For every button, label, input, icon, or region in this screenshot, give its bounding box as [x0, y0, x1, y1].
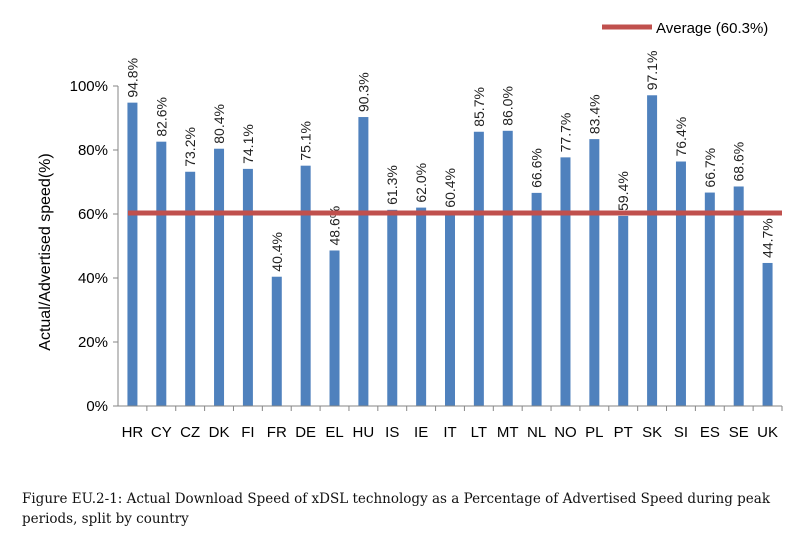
x-tick-label: DE — [295, 424, 316, 441]
x-tick-label: PT — [614, 424, 633, 441]
data-label: 40.4% — [269, 232, 285, 272]
legend: Average (60.3%) — [602, 20, 768, 37]
y-tick-label: 100% — [70, 78, 108, 95]
data-label: 80.4% — [211, 104, 227, 144]
x-tick-label: EL — [325, 424, 343, 441]
x-tick-label: SE — [729, 424, 749, 441]
x-tick-label: CY — [151, 424, 172, 441]
data-label: 66.7% — [702, 148, 718, 188]
legend-average-label: Average (60.3%) — [656, 20, 768, 37]
x-tick-label: IE — [414, 424, 428, 441]
y-tick-label: 20% — [78, 334, 108, 351]
bar — [531, 192, 542, 406]
y-tick-label: 40% — [78, 270, 108, 287]
x-tick-label: FI — [241, 424, 254, 441]
data-label: 90.3% — [355, 72, 371, 112]
bar — [156, 141, 167, 406]
bar — [242, 168, 253, 406]
bar — [762, 262, 773, 406]
data-label: 97.1% — [644, 51, 660, 91]
data-labels: 94.8% 82.6% 73.2% 80.4% 74.1% 40.4% 75.1% 48.6%… — [124, 51, 775, 272]
x-tick-label: IS — [385, 424, 399, 441]
x-tick-label: UK — [757, 424, 778, 441]
bar — [416, 207, 427, 406]
x-tick-label: ES — [700, 424, 720, 441]
data-label: 76.4% — [673, 117, 689, 157]
x-tick-label: NO — [554, 424, 577, 441]
bar — [675, 161, 686, 406]
bar — [502, 130, 513, 407]
bar — [214, 148, 225, 406]
data-label: 75.1% — [298, 121, 314, 161]
y-tick-label: 60% — [78, 206, 108, 223]
data-label: 86.0% — [500, 86, 516, 126]
data-label: 61.3% — [384, 165, 400, 205]
bar — [271, 276, 282, 406]
x-tick-label: SI — [674, 424, 688, 441]
bar — [473, 131, 484, 406]
bar — [185, 171, 196, 406]
x-tick-label: PL — [585, 424, 603, 441]
data-label: 94.8% — [124, 58, 140, 98]
x-tick-label: LT — [471, 424, 487, 441]
bar-chart: Average (60.3%) Actual/Advertised speed(… — [37, 20, 783, 441]
y-tick-label: 80% — [78, 142, 108, 159]
x-tick-label: FR — [267, 424, 287, 441]
x-tick-label: NL — [527, 424, 546, 441]
y-axis-title: Actual/Advertised speed(%) — [37, 153, 54, 350]
bar — [560, 157, 571, 406]
bar — [704, 192, 715, 406]
bar — [127, 102, 138, 406]
bar — [733, 186, 744, 406]
data-label: 73.2% — [182, 127, 198, 167]
data-label: 83.4% — [586, 94, 602, 134]
y-axis-ticks: 0% 20% 40% 60% 80% 100% — [70, 78, 118, 415]
x-tick-label: SK — [642, 424, 662, 441]
data-label: 62.0% — [413, 163, 429, 203]
bar — [647, 95, 658, 406]
bar — [618, 215, 629, 406]
x-tick-label: CZ — [180, 424, 200, 441]
bar — [445, 212, 455, 406]
x-tick-label: DK — [209, 424, 230, 441]
data-label: 48.6% — [327, 206, 343, 246]
data-label: 66.6% — [529, 148, 545, 188]
x-tick-label: HU — [353, 424, 375, 441]
data-label: 85.7% — [471, 87, 487, 127]
y-tick-label: 0% — [86, 398, 108, 415]
data-label: 77.7% — [557, 113, 573, 153]
x-tick-label: MT — [497, 424, 519, 441]
bar — [358, 117, 369, 406]
data-label: 59.4% — [615, 171, 631, 211]
data-label: 60.4% — [442, 168, 458, 208]
bar — [387, 209, 398, 406]
data-label: 44.7% — [760, 218, 776, 258]
data-label: 74.1% — [240, 124, 256, 164]
bar — [300, 165, 311, 406]
x-tick-label: HR — [122, 424, 144, 441]
figure-caption: Figure EU.2-1: Actual Download Speed of … — [22, 491, 771, 527]
bars — [127, 95, 773, 407]
bar — [589, 139, 600, 406]
data-label: 82.6% — [153, 97, 169, 137]
x-axis-ticks: HR CY CZ DK FI FR DE EL HU IS IE IT LT MT NL NO PL PT SK SI… — [122, 406, 783, 441]
bar — [329, 250, 340, 406]
x-tick-label: IT — [443, 424, 456, 441]
data-label: 68.6% — [731, 142, 747, 182]
